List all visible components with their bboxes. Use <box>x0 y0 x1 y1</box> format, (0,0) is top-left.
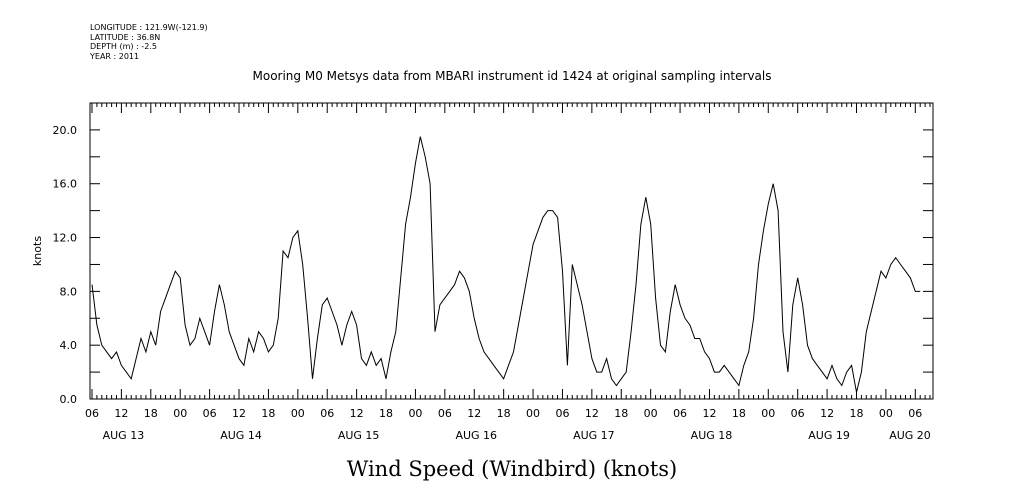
x-tick-label: 18 <box>849 407 863 420</box>
date-label: AUG 13 <box>103 429 145 442</box>
x-tick-label: 00 <box>644 407 658 420</box>
x-tick-label: 12 <box>350 407 364 420</box>
x-tick-label: 00 <box>761 407 775 420</box>
x-tick-label: 06 <box>85 407 99 420</box>
plot-frame <box>89 102 934 400</box>
x-tick-label: 18 <box>614 407 628 420</box>
x-tick-label: 06 <box>555 407 569 420</box>
chart-title: Mooring M0 Metsys data from MBARI instru… <box>253 69 772 83</box>
date-label: AUG 14 <box>220 429 262 442</box>
y-tick-label: 16.0 <box>53 178 78 191</box>
date-label: AUG 17 <box>573 429 615 442</box>
x-tick-label: 12 <box>467 407 481 420</box>
y-tick-label: 20.0 <box>53 124 78 137</box>
x-tick-label: 12 <box>585 407 599 420</box>
x-tick-label: 12 <box>114 407 128 420</box>
x-tick-label: 12 <box>232 407 246 420</box>
x-tick-label: 00 <box>291 407 305 420</box>
x-tick-label: 18 <box>379 407 393 420</box>
date-label: AUG 20 <box>889 429 931 442</box>
x-tick-label: 12 <box>820 407 834 420</box>
x-tick-label: 18 <box>144 407 158 420</box>
x-tick-label: 06 <box>320 407 334 420</box>
latitude-text: LATITUDE : 36.8N <box>90 32 161 42</box>
x-tick-label: 18 <box>732 407 746 420</box>
x-tick-label: 06 <box>791 407 805 420</box>
x-tick-label: 06 <box>203 407 217 420</box>
x-tick-label: 00 <box>408 407 422 420</box>
date-label: AUG 15 <box>338 429 380 442</box>
x-axis-title: Wind Speed (Windbird) (knots) <box>347 457 677 481</box>
x-tick-label: 00 <box>173 407 187 420</box>
tick-marks <box>90 102 933 400</box>
axis-labels: 0.0 4.0 8.0 12.0 16.0 20.0 06 12 18 00 06 12 18 00 06 1… <box>53 124 931 442</box>
x-tick-label: 18 <box>497 407 511 420</box>
x-tick-label: 06 <box>673 407 687 420</box>
y-tick-label: 12.0 <box>53 232 78 245</box>
x-tick-label: 06 <box>438 407 452 420</box>
wind-speed-line <box>91 136 921 393</box>
x-tick-label: 12 <box>702 407 716 420</box>
x-tick-label: 00 <box>526 407 540 420</box>
date-label: AUG 19 <box>808 429 850 442</box>
y-tick-label: 8.0 <box>60 285 78 298</box>
year-text: YEAR : 2011 <box>90 51 140 61</box>
x-tick-label: 00 <box>879 407 893 420</box>
metadata-block: LONGITUDE : 121.9W(-121.9) LATITUDE : 36… <box>90 23 208 61</box>
date-label: AUG 18 <box>691 429 733 442</box>
x-tick-label: 06 <box>908 407 922 420</box>
depth-text: DEPTH (m) : -2.5 <box>90 42 157 51</box>
y-tick-label: 4.0 <box>60 339 78 352</box>
date-label: AUG 16 <box>455 429 497 442</box>
y-tick-label: 0.0 <box>60 393 78 406</box>
y-axis-label: knots <box>31 236 44 266</box>
longitude-text: LONGITUDE : 121.9W(-121.9) <box>90 23 208 32</box>
x-tick-label: 18 <box>261 407 275 420</box>
